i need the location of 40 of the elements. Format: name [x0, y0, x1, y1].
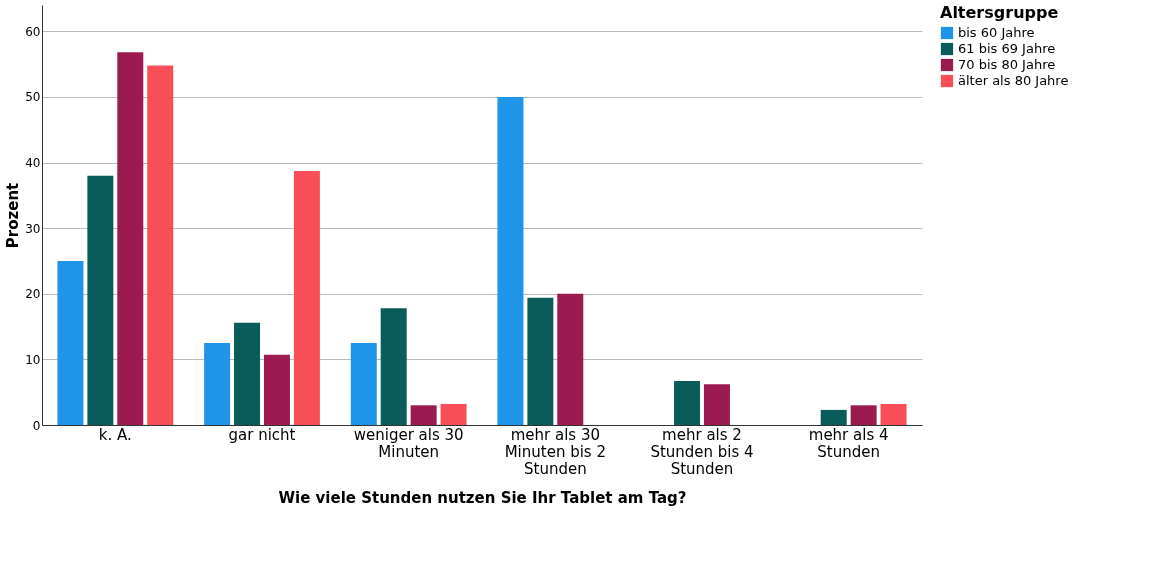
bar [674, 381, 701, 425]
legend-label: bis 60 Jahre [958, 25, 1035, 40]
x-axis-title: Wie viele Stunden nutzen Sie Ihr Tablet am Tag? [278, 488, 687, 507]
y-tick-label: 50 [25, 90, 41, 105]
bar [880, 404, 907, 425]
bar [117, 52, 144, 425]
x-tick-label: mehr als 2 Stunden bis 4 Stunden [650, 425, 754, 478]
bar [204, 342, 231, 425]
legend-title: Altersgruppe [940, 3, 1059, 22]
x-tick-label: weniger als 30 Minuten [353, 425, 464, 461]
bar [410, 405, 437, 425]
bar [820, 409, 847, 425]
y-tick-label: 40 [25, 156, 41, 170]
bar [57, 260, 84, 425]
bar [703, 384, 730, 425]
bar [350, 342, 377, 425]
bar [87, 175, 114, 425]
bar [527, 297, 554, 425]
bar [147, 65, 174, 425]
x-tick-label: mehr als 30 Minuten bis 2 Stunden [504, 425, 606, 478]
x-tick-label: k. A. [98, 425, 132, 444]
bar [380, 308, 407, 425]
bar [497, 96, 524, 425]
y-tick-label: 20 [25, 287, 41, 302]
bar [293, 171, 320, 425]
legend-label: 61 bis 69 Jahre [958, 41, 1056, 56]
bar [234, 322, 261, 425]
y-tick-label: 60 [25, 24, 41, 39]
x-tick-label: mehr als 4 Stunden [808, 425, 889, 461]
bar [440, 404, 467, 425]
bar [557, 293, 584, 425]
y-tick-label: 10 [25, 352, 41, 367]
y-tick-label: 30 [25, 221, 41, 236]
legend-label: 70 bis 80 Jahre [958, 57, 1056, 72]
x-tick-label: gar nicht [228, 425, 296, 444]
bar [850, 405, 877, 425]
y-tick-label: 0 [32, 418, 41, 433]
bar [263, 354, 290, 425]
y-axis-title: Prozent [4, 182, 23, 249]
legend-label: älter als 80 Jahre [958, 73, 1069, 88]
